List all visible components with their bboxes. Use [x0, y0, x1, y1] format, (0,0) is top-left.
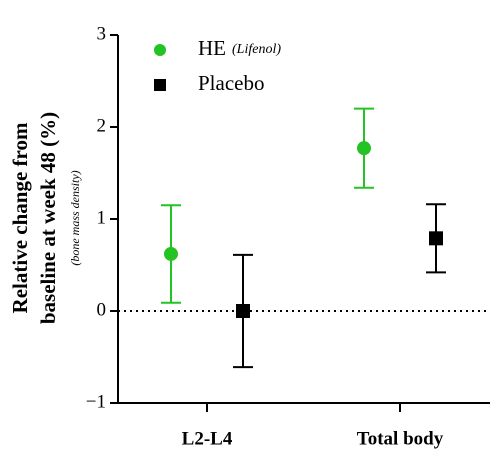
- y-axis-label: baseline at week 48 (%): [36, 112, 60, 324]
- y-tick-label: 2: [97, 115, 107, 136]
- legend-label: Placebo: [198, 71, 264, 95]
- y-label-group: Relative change from baseline at week 48…: [8, 112, 82, 324]
- legend-note: (Lifenol): [232, 42, 281, 57]
- y-tick-label: 0: [97, 299, 107, 320]
- y-tick-label: 3: [97, 23, 107, 44]
- y-axis-label: Relative change from: [8, 122, 32, 313]
- marker: [236, 304, 250, 318]
- legend-marker: [154, 44, 166, 56]
- y-tick-label: 1: [97, 207, 107, 228]
- x-tick-label: L2-L4: [182, 428, 233, 449]
- x-tick-label: Total body: [357, 428, 444, 449]
- legend-name: HE: [198, 36, 226, 60]
- y-axis-note: (bone mass density): [68, 170, 82, 265]
- marker: [164, 246, 178, 261]
- marker: [357, 141, 371, 156]
- marker: [429, 231, 443, 246]
- legend-marker: [154, 79, 166, 91]
- legend-label: HE (Lifenol): [198, 36, 281, 60]
- legend-name: Placebo: [198, 71, 264, 95]
- y-tick-label: −1: [86, 391, 106, 412]
